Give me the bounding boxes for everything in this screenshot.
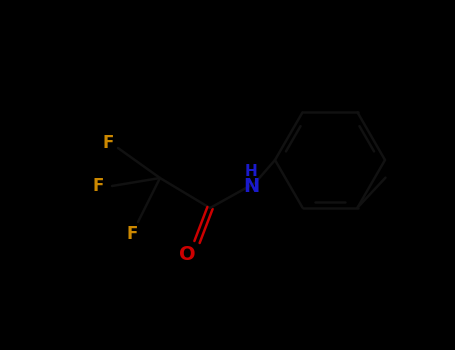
Text: F: F bbox=[126, 225, 138, 243]
Text: N: N bbox=[243, 176, 259, 196]
Text: O: O bbox=[179, 245, 195, 264]
Text: H: H bbox=[245, 163, 258, 178]
Text: F: F bbox=[92, 177, 104, 195]
Text: F: F bbox=[102, 134, 114, 152]
